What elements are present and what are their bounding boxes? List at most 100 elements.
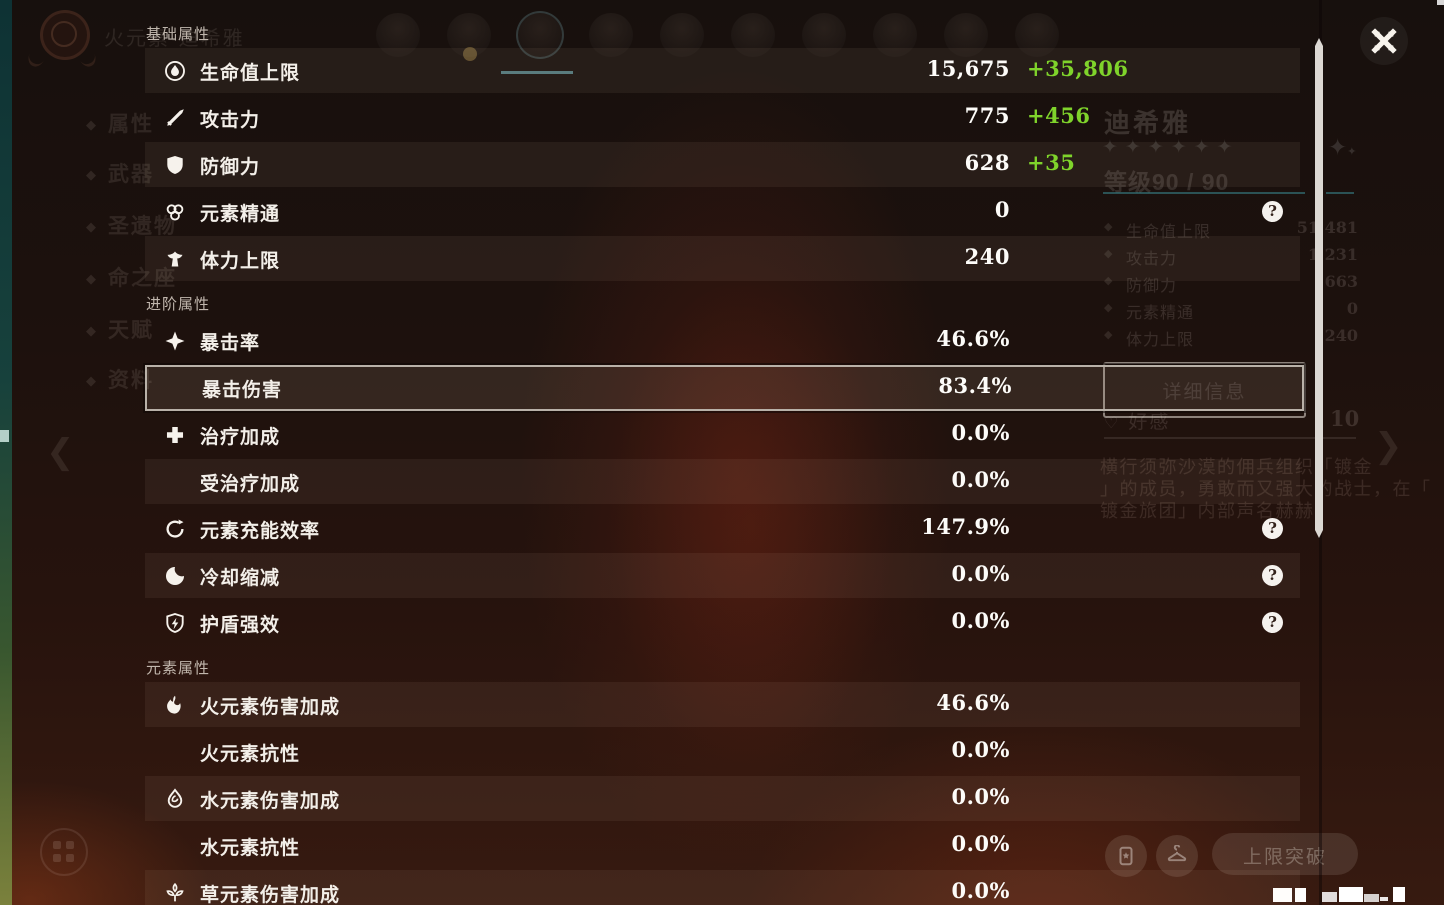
character-avatar[interactable] (944, 13, 988, 57)
stat-row-highlighted[interactable]: 暴击伤害 83.4% (145, 365, 1304, 411)
outfit-button[interactable] (1156, 835, 1198, 877)
scrollbar-thumb[interactable] (1315, 38, 1323, 538)
redacted-block (1273, 888, 1292, 902)
def-icon (164, 154, 186, 176)
background-stat-value: 0 (1346, 299, 1358, 318)
stat-row[interactable]: 冷却缩减 0.0%? (145, 553, 1300, 598)
prev-character-chevron-icon[interactable]: ❮ (46, 433, 75, 471)
description-line: 」的成员，勇敢而又强大的战士，在「 (1100, 479, 1432, 499)
background-stat-row: ◆ 体力上限 240 (1104, 326, 1358, 349)
stat-bullet-icon: ◆ (1104, 329, 1113, 341)
stat-row[interactable]: 水元素伤害加成 0.0% (145, 776, 1300, 821)
sidebar-item-label: 属性 (108, 113, 154, 136)
ascend-button[interactable]: 上限突破 (1212, 833, 1358, 875)
sidebar-item-3[interactable]: ◆ 圣遗物 (86, 210, 177, 240)
close-button[interactable] (1360, 17, 1408, 65)
sidebar-item-label: 命之座 (108, 267, 177, 290)
details-info-button[interactable]: 详细信息 (1103, 362, 1306, 418)
sidebar-item-label: 武器 (108, 163, 154, 186)
stat-value: 628 (964, 150, 1010, 175)
background-stat-label: 生命值上限 (1126, 224, 1212, 241)
character-avatar[interactable] (731, 13, 775, 57)
stat-label: 攻击力 (200, 110, 261, 131)
stat-bullet-icon: ◆ (1104, 221, 1113, 233)
sidebar-item-6[interactable]: ◆ 资料 (86, 364, 154, 394)
stat-value: 0.0% (951, 831, 1010, 856)
stat-label: 治疗加成 (200, 427, 281, 448)
level-divider-segment (1326, 192, 1354, 194)
stat-bonus-value: +456 (1027, 103, 1091, 128)
friendship-row: ♡ 好感 (1104, 407, 1170, 434)
atk-icon (164, 107, 186, 129)
stat-value: 15,675 (926, 56, 1010, 81)
stat-label: 草元素伤害加成 (200, 885, 341, 905)
stat-bullet-icon: ◆ (1104, 275, 1113, 287)
stat-row[interactable]: 火元素伤害加成 46.6% (145, 682, 1300, 727)
stat-row[interactable]: 火元素抗性 0.0% (145, 729, 1300, 774)
stat-value: 0.0% (951, 608, 1010, 633)
hp-icon (164, 60, 186, 82)
cooldown-icon (164, 565, 186, 587)
hydro-icon (164, 788, 186, 810)
stat-row[interactable]: 治疗加成 0.0% (145, 412, 1300, 457)
stat-value: 0.0% (951, 737, 1010, 762)
stat-row[interactable]: 防御力 +35 628 (145, 142, 1300, 187)
stat-label: 冷却缩减 (200, 568, 281, 589)
redacted-block (1322, 892, 1337, 902)
crit-rate-icon (164, 330, 186, 352)
shield-strength-icon (164, 612, 186, 634)
section-header: 进阶属性 (146, 296, 211, 313)
stat-label: 水元素伤害加成 (200, 791, 341, 812)
sidebar-item-2[interactable]: ◆ 武器 (86, 158, 154, 188)
character-avatar[interactable] (873, 13, 917, 57)
quick-enhance-button[interactable] (1105, 835, 1147, 877)
dendro-icon (164, 882, 186, 904)
redacted-block (1295, 888, 1306, 902)
elemental-mastery-icon (164, 201, 186, 223)
stat-label: 元素充能效率 (200, 521, 321, 542)
stat-row[interactable]: 受治疗加成 0.0% (145, 459, 1300, 504)
stat-row[interactable]: 生命值上限 +35,806 15,675 (145, 48, 1300, 93)
stat-value: 0.0% (951, 467, 1010, 492)
sparkle-icon: ✦✦ (1328, 134, 1357, 160)
character-avatar[interactable] (518, 13, 562, 57)
help-icon[interactable]: ? (1262, 201, 1283, 222)
character-avatar[interactable] (447, 13, 491, 57)
redacted-block (1339, 887, 1363, 902)
sidebar-item-5[interactable]: ◆ 天赋 (86, 314, 154, 344)
stat-row[interactable]: 元素充能效率 147.9%? (145, 506, 1300, 551)
stat-label: 暴击伤害 (202, 380, 283, 401)
stat-row[interactable]: 草元素伤害加成 0.0% (145, 870, 1300, 905)
next-character-chevron-icon[interactable]: ❯ (1374, 427, 1403, 465)
character-avatar[interactable] (660, 13, 704, 57)
stat-value: 147.9% (921, 514, 1010, 539)
stat-value: 0.0% (951, 561, 1010, 586)
stat-row[interactable]: 体力上限 240 (145, 236, 1300, 281)
background-stat-label: 体力上限 (1126, 332, 1195, 349)
background-stat-value: 51,481 (1296, 218, 1358, 237)
sidebar-item-label: 资料 (108, 369, 154, 392)
stat-row[interactable]: 元素精通 0? (145, 189, 1300, 234)
help-icon[interactable]: ? (1262, 612, 1283, 633)
friendship-level: 10 (1330, 406, 1360, 431)
description-line: 横行须弥沙漠的佣兵组织「镀金 (1100, 457, 1373, 477)
level-divider (1103, 192, 1305, 194)
main-menu-button[interactable] (40, 828, 88, 876)
sidebar-item-1[interactable]: ◆ 属性 (86, 108, 154, 138)
diamond-bullet-icon: ◆ (86, 323, 98, 338)
stat-row[interactable]: 护盾强效 0.0%? (145, 600, 1300, 645)
character-avatar[interactable] (589, 13, 633, 57)
stat-value: 46.6% (936, 690, 1010, 715)
help-icon[interactable]: ? (1262, 565, 1283, 586)
stat-row[interactable]: 暴击率 46.6% (145, 318, 1300, 363)
stat-value: 240 (964, 244, 1010, 269)
character-avatar[interactable] (1015, 13, 1059, 57)
character-avatar[interactable] (376, 13, 420, 57)
stat-row[interactable]: 攻击力 +456 775 (145, 95, 1300, 140)
character-avatar[interactable] (802, 13, 846, 57)
help-icon[interactable]: ? (1262, 518, 1283, 539)
stat-row[interactable]: 水元素抗性 0.0% (145, 823, 1300, 868)
diamond-bullet-icon: ◆ (86, 271, 98, 286)
sidebar-item-4[interactable]: ◆ 命之座 (86, 262, 177, 292)
friendship-divider (1104, 437, 1356, 439)
